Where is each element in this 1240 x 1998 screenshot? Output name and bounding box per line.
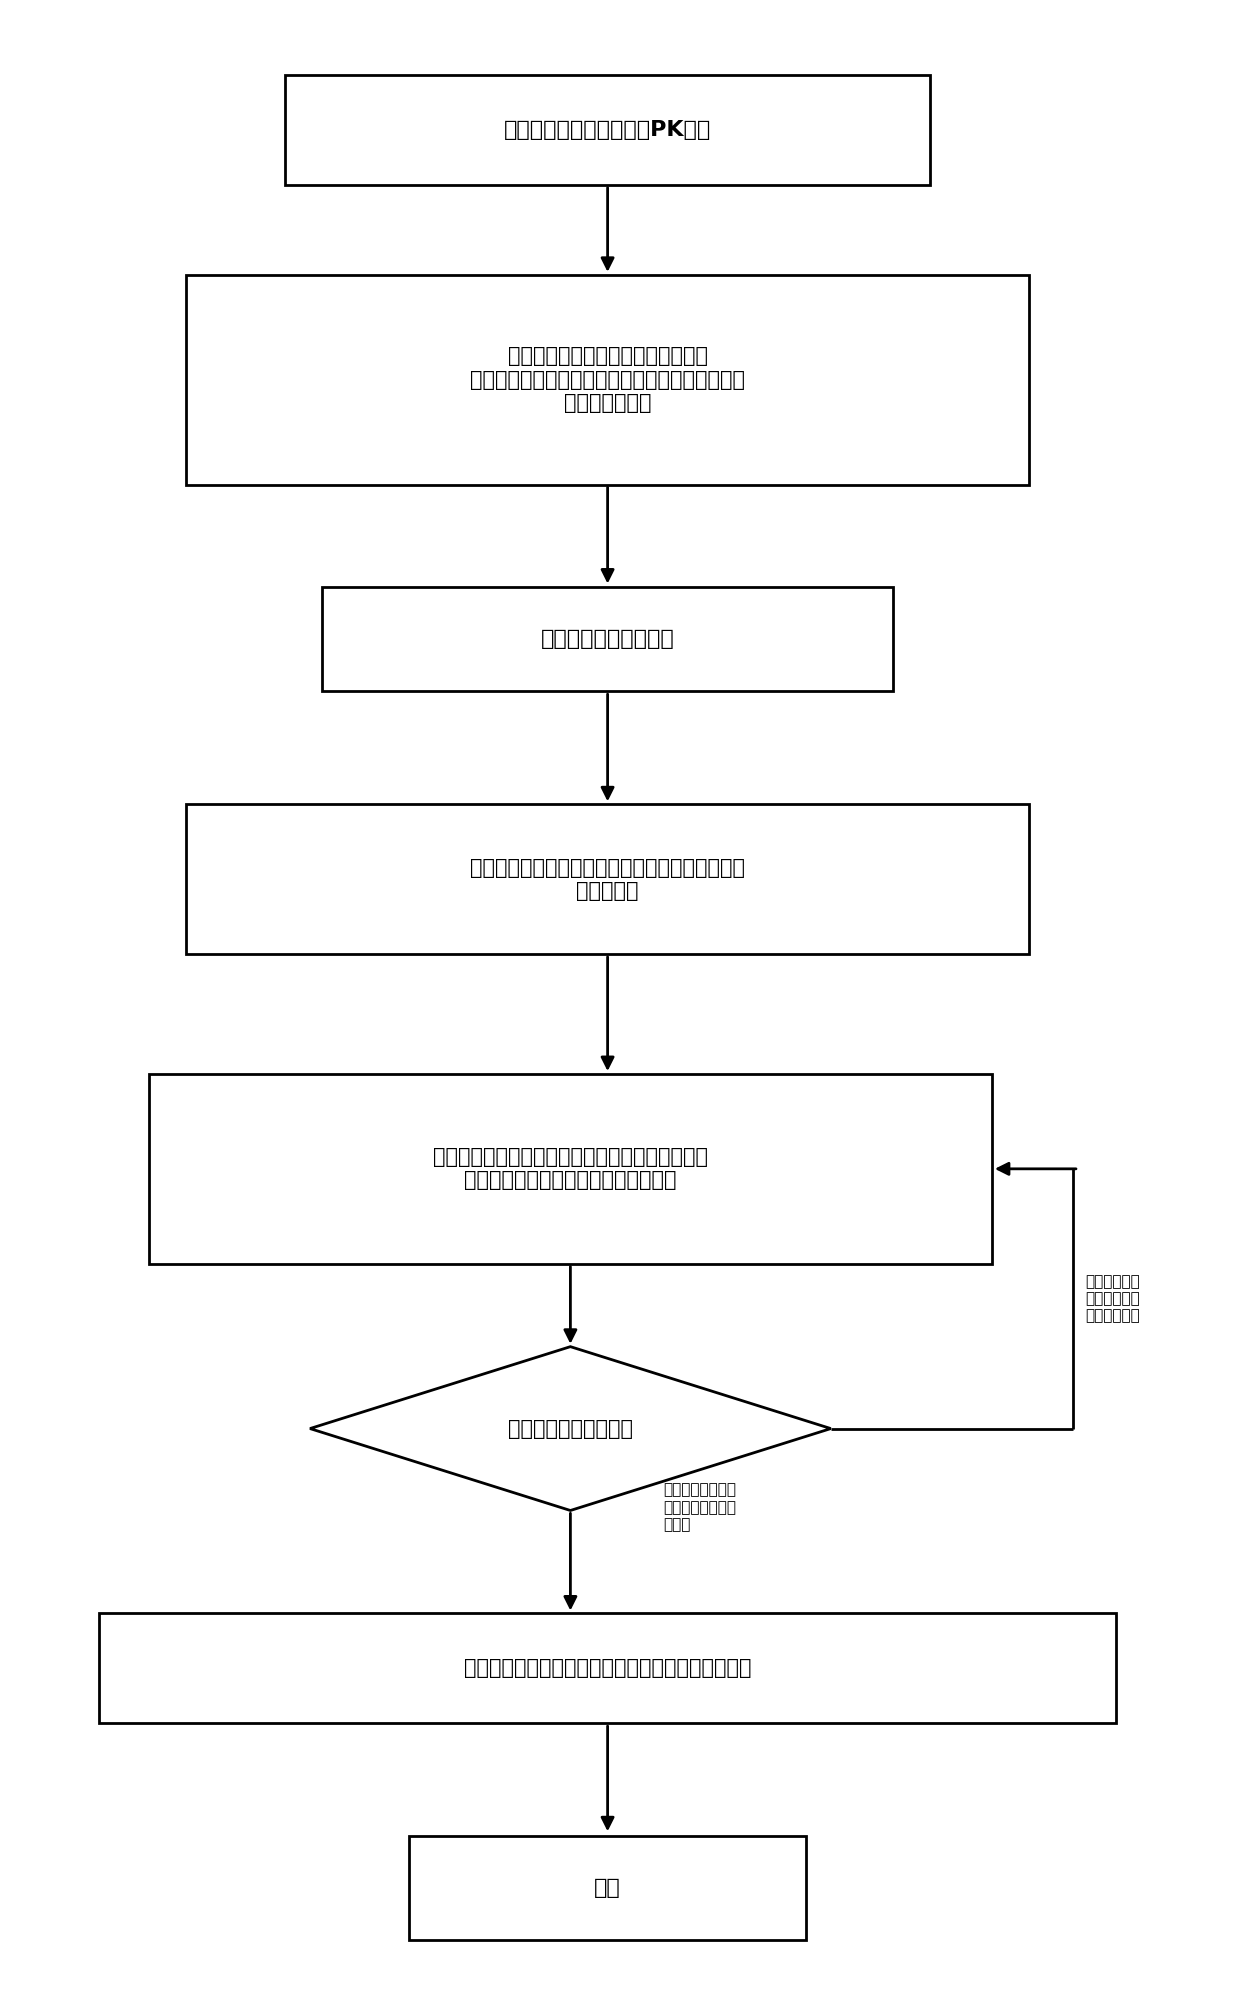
Text: 结束: 结束	[594, 1878, 621, 1898]
Text: 设计空心阴极地面试验的各种设备，
包括真空系统、气路系统和电源系统，并明确地面
试验设备参数。: 设计空心阴极地面试验的各种设备， 包括真空系统、气路系统和电源系统，并明确地面 …	[470, 346, 745, 414]
Text: 分析试验数据，与理论计算得到结果进行对比分析。: 分析试验数据，与理论计算得到结果进行对比分析。	[464, 1658, 751, 1678]
FancyBboxPatch shape	[285, 74, 930, 184]
FancyBboxPatch shape	[186, 274, 1029, 484]
FancyBboxPatch shape	[99, 1614, 1116, 1722]
FancyBboxPatch shape	[186, 803, 1029, 953]
Text: 设计仿真空心阴极工作的PK模型: 设计仿真空心阴极工作的PK模型	[503, 120, 712, 140]
Text: 根据地面试验设备和原理样机相关参数，设计地面
试验方案。: 根据地面试验设备和原理样机相关参数，设计地面 试验方案。	[470, 857, 745, 901]
Text: 设计空心阴极原理样机: 设计空心阴极原理样机	[541, 629, 675, 649]
FancyBboxPatch shape	[322, 587, 893, 691]
FancyBboxPatch shape	[409, 1836, 806, 1940]
Text: 修改空心阴极工作条件: 修改空心阴极工作条件	[508, 1419, 632, 1439]
Text: 完成所有工作条件
的试验测试并记录
数据。: 完成所有工作条件 的试验测试并记录 数据。	[663, 1483, 737, 1532]
Polygon shape	[310, 1347, 831, 1510]
Text: 修改工作条件
后，再进行空
心阴极测试。: 修改工作条件 后，再进行空 心阴极测试。	[1085, 1275, 1140, 1323]
Text: 在空心阴极出口处加载轴向电场约束电子运动，加
载磁场，同时记录空心阴极工作指标。: 在空心阴极出口处加载轴向电场约束电子运动，加 载磁场，同时记录空心阴极工作指标。	[433, 1147, 708, 1191]
FancyBboxPatch shape	[149, 1075, 992, 1265]
